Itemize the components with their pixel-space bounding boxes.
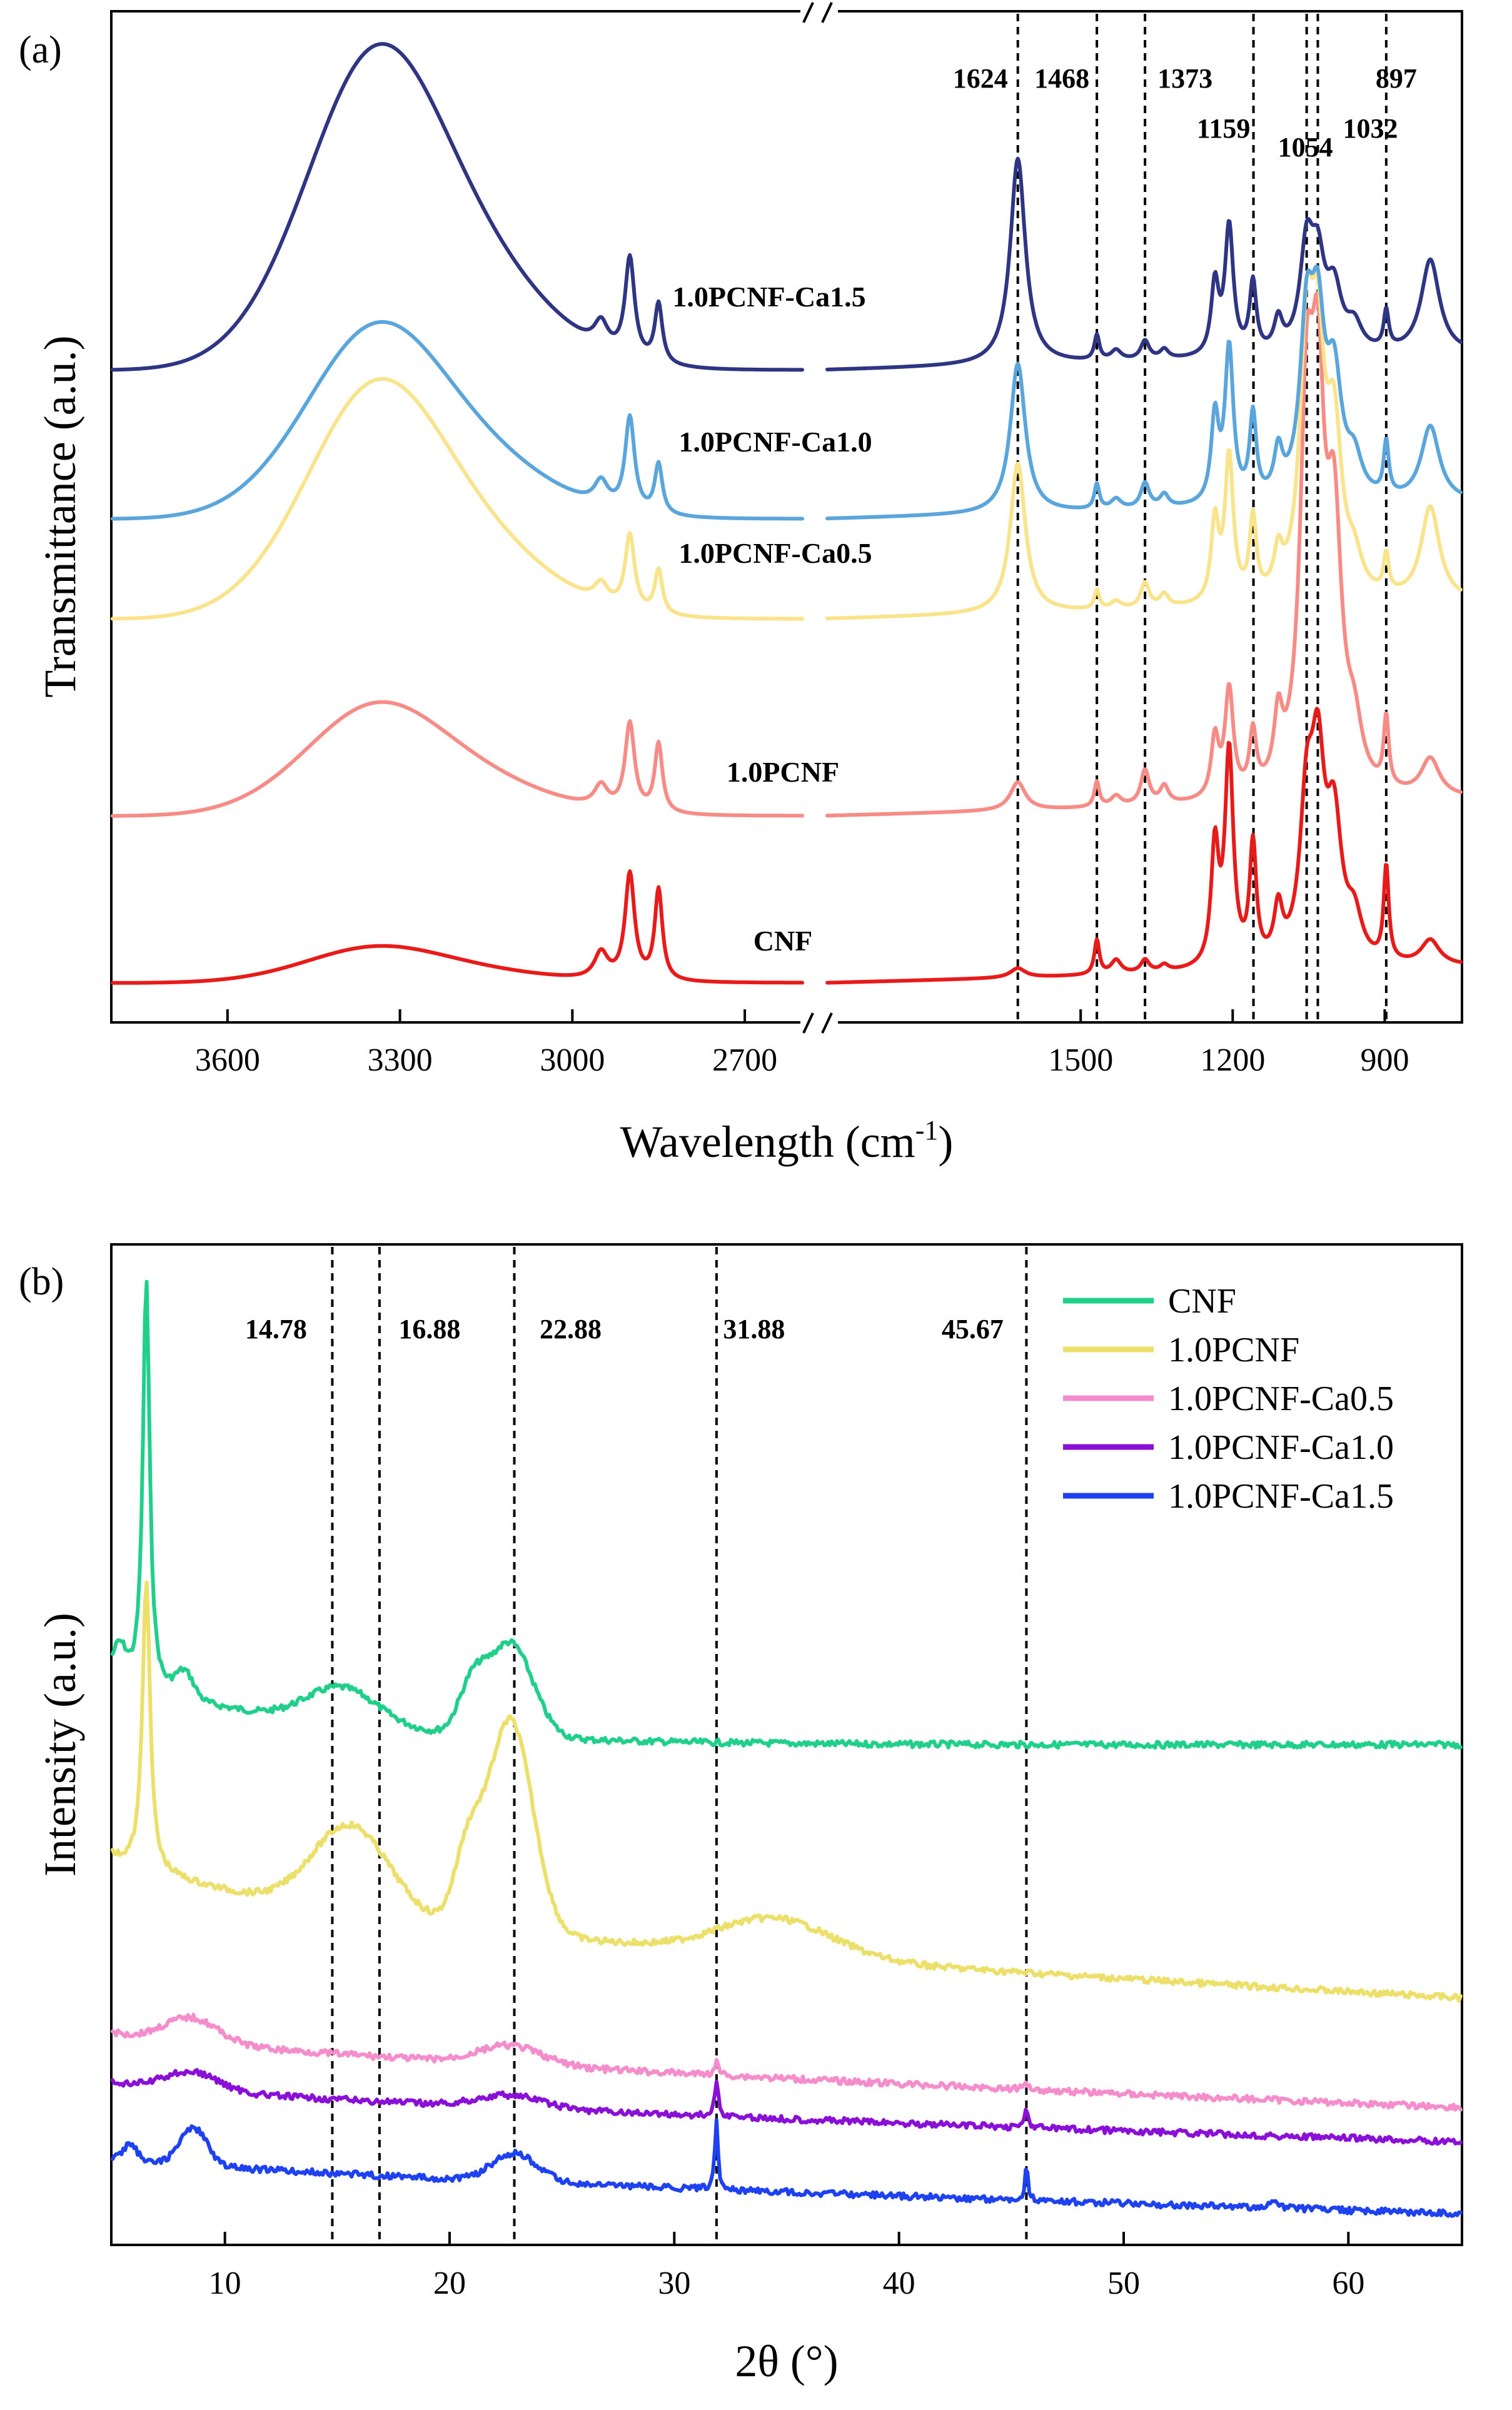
ftir-curve-10pcnf-ca10-seg2 — [825, 264, 1463, 521]
xrd-reference-lines — [331, 1247, 1028, 2244]
ftir-panel: (a) 1624 1468 1373 1159 1054 1032 897 1.0PCNF-… — [19, 0, 1463, 1167]
ftir-peak-label-1159: 1159 — [1197, 113, 1251, 144]
xrd-legend-label-cnf: CNF — [1168, 1282, 1236, 1321]
xrd-peak-label-16.88: 16.88 — [398, 1314, 460, 1344]
xrd-panel: (b) 14.78 16.88 22.88 31.88 45.67 10 20 30 40 50… — [19, 1243, 1463, 2386]
xrd-legend-label-10pcnf-ca05: 1.0PCNF-Ca0.5 — [1168, 1379, 1394, 1418]
ftir-curve-10pcnf-ca15-seg1 — [111, 42, 804, 372]
ftir-plot-frame — [110, 10, 1463, 1024]
xrd-x-axis-title: 2θ (°) — [735, 2336, 838, 2386]
ftir-series-label-10pcnf-ca15: 1.0PCNF-Ca1.5 — [672, 281, 865, 313]
xrd-curve-cnf — [111, 1279, 1463, 1750]
xrd-y-axis-title: Intensity (a.u.) — [35, 1613, 85, 1877]
ftir-curve-10pcnf-ca15-seg2 — [825, 156, 1463, 371]
xrd-x-tick-10: 10 — [209, 2266, 241, 2301]
ftir-curve-cnf-seg1 — [111, 869, 804, 985]
ftir-x-tick-900: 900 — [1360, 1042, 1409, 1078]
ftir-peak-label-1054: 1054 — [1278, 132, 1333, 163]
xrd-curves — [111, 1279, 1463, 2218]
ftir-series-label-10pcnf-ca05: 1.0PCNF-Ca0.5 — [678, 537, 872, 569]
ftir-peak-label-1624: 1624 — [953, 63, 1008, 94]
xrd-peak-label-14.78: 14.78 — [245, 1314, 307, 1344]
xrd-peak-label-22.88: 22.88 — [540, 1314, 602, 1344]
ftir-curve-cnf-seg2 — [825, 707, 1463, 985]
xrd-legend: CNF 1.0PCNF 1.0PCNF-Ca0.5 1.0PCNF-Ca1.0 1.0P… — [1063, 1282, 1394, 1516]
xrd-legend-label-10pcnf-ca10: 1.0PCNF-Ca1.0 — [1168, 1428, 1394, 1467]
xrd-peak-labels: 14.78 16.88 22.88 31.88 45.67 — [245, 1314, 1004, 1344]
ftir-x-tick-3300: 3300 — [368, 1042, 433, 1078]
ftir-x-tick-1500: 1500 — [1048, 1042, 1113, 1078]
xrd-curve-10pcnf-ca15 — [111, 2118, 1463, 2218]
panel-b-label: (b) — [19, 1261, 64, 1303]
xrd-curve-10pcnf-ca05 — [111, 2012, 1463, 2112]
xrd-x-tick-20: 20 — [433, 2266, 466, 2301]
ftir-peak-labels: 1624 1468 1373 1159 1054 1032 897 — [953, 63, 1417, 163]
ftir-curve-10pcnf-seg2 — [825, 291, 1463, 818]
xrd-peak-label-31.88: 31.88 — [723, 1314, 785, 1344]
ftir-peak-label-1032: 1032 — [1343, 113, 1398, 144]
ftir-x-axis-title: Wavelength (cm-1) — [620, 1115, 954, 1167]
ftir-series-label-10pcnf-ca10: 1.0PCNF-Ca1.0 — [678, 426, 872, 458]
axis-break-marks — [800, 0, 838, 1036]
ftir-x-tick-3600: 3600 — [195, 1042, 260, 1078]
ftir-series-label-cnf: CNF — [753, 925, 813, 957]
ftir-curve-10pcnf-ca05-seg1 — [111, 377, 804, 621]
ftir-peak-label-897: 897 — [1376, 63, 1417, 94]
xrd-legend-label-10pcnf-ca15: 1.0PCNF-Ca1.5 — [1168, 1477, 1394, 1516]
ftir-x-tick-3000: 3000 — [540, 1042, 605, 1078]
ftir-reference-lines — [1016, 14, 1388, 1021]
ftir-series-label-10pcnf: 1.0PCNF — [727, 756, 839, 788]
ftir-x-tick-1200: 1200 — [1200, 1042, 1265, 1078]
xrd-x-tick-50: 50 — [1107, 2266, 1140, 2301]
ftir-curve-10pcnf-ca10-seg1 — [111, 320, 804, 521]
ftir-y-axis-title: Transmittance (a.u.) — [35, 335, 85, 697]
ftir-peak-label-1468: 1468 — [1034, 63, 1089, 94]
ftir-curve-10pcnf-seg1 — [111, 700, 804, 818]
xrd-curve-10pcnf-ca10 — [111, 2068, 1463, 2146]
xrd-curve-10pcnf — [111, 1580, 1463, 2003]
xrd-x-ticks: 10 20 30 40 50 60 — [209, 2232, 1364, 2301]
ftir-peak-label-1373: 1373 — [1157, 63, 1212, 94]
ftir-curve-10pcnf-ca05-seg2 — [825, 268, 1463, 620]
ftir-x-tick-2700: 2700 — [712, 1042, 777, 1078]
ftir-x-ticks: 3600 3300 3000 2700 1500 1200 900 — [195, 1009, 1409, 1078]
xrd-plot-frame — [110, 1243, 1463, 2246]
xrd-peak-label-45.67: 45.67 — [942, 1314, 1004, 1344]
xrd-x-tick-40: 40 — [883, 2266, 915, 2301]
xrd-legend-label-10pcnf: 1.0PCNF — [1168, 1331, 1299, 1369]
ftir-series-labels: 1.0PCNF-Ca1.5 1.0PCNF-Ca1.0 1.0PCNF-Ca0.5 1… — [672, 281, 872, 957]
panel-a-label: (a) — [19, 29, 62, 71]
xrd-x-tick-30: 30 — [658, 2266, 690, 2301]
ftir-curves — [111, 42, 1463, 985]
xrd-x-tick-60: 60 — [1332, 2266, 1364, 2301]
